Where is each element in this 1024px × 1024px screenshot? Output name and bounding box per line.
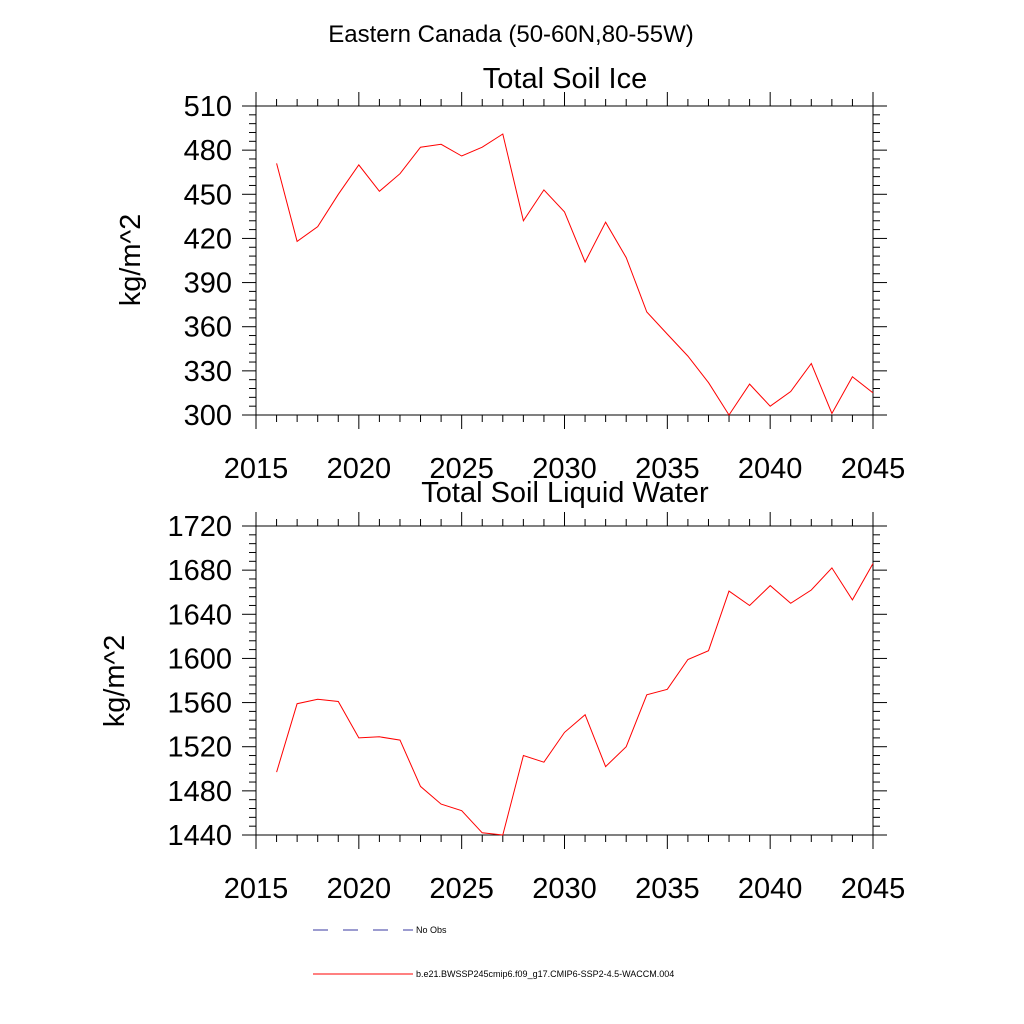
panel-total-soil-ice: Total Soil Ice kg/m^2 300 330 360 390 420 450… [115,63,905,485]
ticks-soil-ice [242,92,887,429]
x-tick-label: 2030 [532,453,597,485]
y-axis-label-soil-liquid-water: kg/m^2 [99,635,131,728]
series-line-soil-liquid-water-0 [276,563,874,836]
x-tick-label: 2020 [327,873,392,905]
y-tick-label: 480 [184,135,232,167]
y-tick-label: 390 [184,268,232,300]
y-tick-label: 1560 [167,688,232,720]
legend: No Obs b.e21.BWSSP245cmip6.f09_g17.CMIP6… [313,925,674,979]
x-tick-label: 2015 [224,873,289,905]
tick-labels-soil-liquid-water: 1440 1480 1520 1560 1600 1640 1680 1720 2015 2020… [167,511,905,905]
series-group-soil-ice [276,133,874,416]
plot-frame-soil-liquid-water [255,525,874,836]
series-group-soil-liquid-water [276,563,874,836]
x-tick-label: 2030 [532,873,597,905]
y-tick-label: 360 [184,312,232,344]
figure-title: Eastern Canada (50-60N,80-55W) [328,21,694,48]
x-tick-label: 2040 [738,873,803,905]
x-tick-label: 2015 [224,453,289,485]
legend-label-no-obs: No Obs [416,925,447,935]
x-tick-label: 2025 [429,453,494,485]
panel-title-soil-ice: Total Soil Ice [483,63,647,95]
x-tick-label: 2035 [635,453,700,485]
tick-labels-soil-ice: 300 330 360 390 420 450 480 510 2015 2020 2025 2030… [184,91,906,485]
panel-total-soil-liquid-water: Total Soil Liquid Water kg/m^2 144014801… [99,477,905,905]
y-tick-label: 1720 [167,511,232,543]
y-tick-label: 1440 [167,820,232,852]
y-tick-label: 1640 [167,599,232,631]
y-axis-label-soil-ice: kg/m^2 [115,214,147,307]
x-tick-label: 2045 [841,873,906,905]
plot-frame-soil-ice [255,105,874,416]
y-tick-label: 1680 [167,555,232,587]
y-tick-label: 420 [184,223,232,255]
x-tick-label: 2020 [327,453,392,485]
y-tick-label: 300 [184,400,232,432]
legend-label-model: b.e21.BWSSP245cmip6.f09_g17.CMIP6-SSP2-4… [416,969,674,979]
y-tick-label: 1520 [167,732,232,764]
y-tick-label: 1480 [167,776,232,808]
x-tick-label: 2040 [738,453,803,485]
series-line-soil-ice-0 [276,133,874,416]
panel-title-soil-liquid-water: Total Soil Liquid Water [421,477,709,509]
x-tick-label: 2025 [429,873,494,905]
y-tick-label: 450 [184,179,232,211]
y-tick-label: 1600 [167,643,232,675]
ticks-soil-liquid-water [242,512,887,849]
x-tick-label: 2035 [635,873,700,905]
y-tick-label: 330 [184,356,232,388]
y-tick-label: 510 [184,91,232,123]
x-tick-label: 2045 [841,453,906,485]
